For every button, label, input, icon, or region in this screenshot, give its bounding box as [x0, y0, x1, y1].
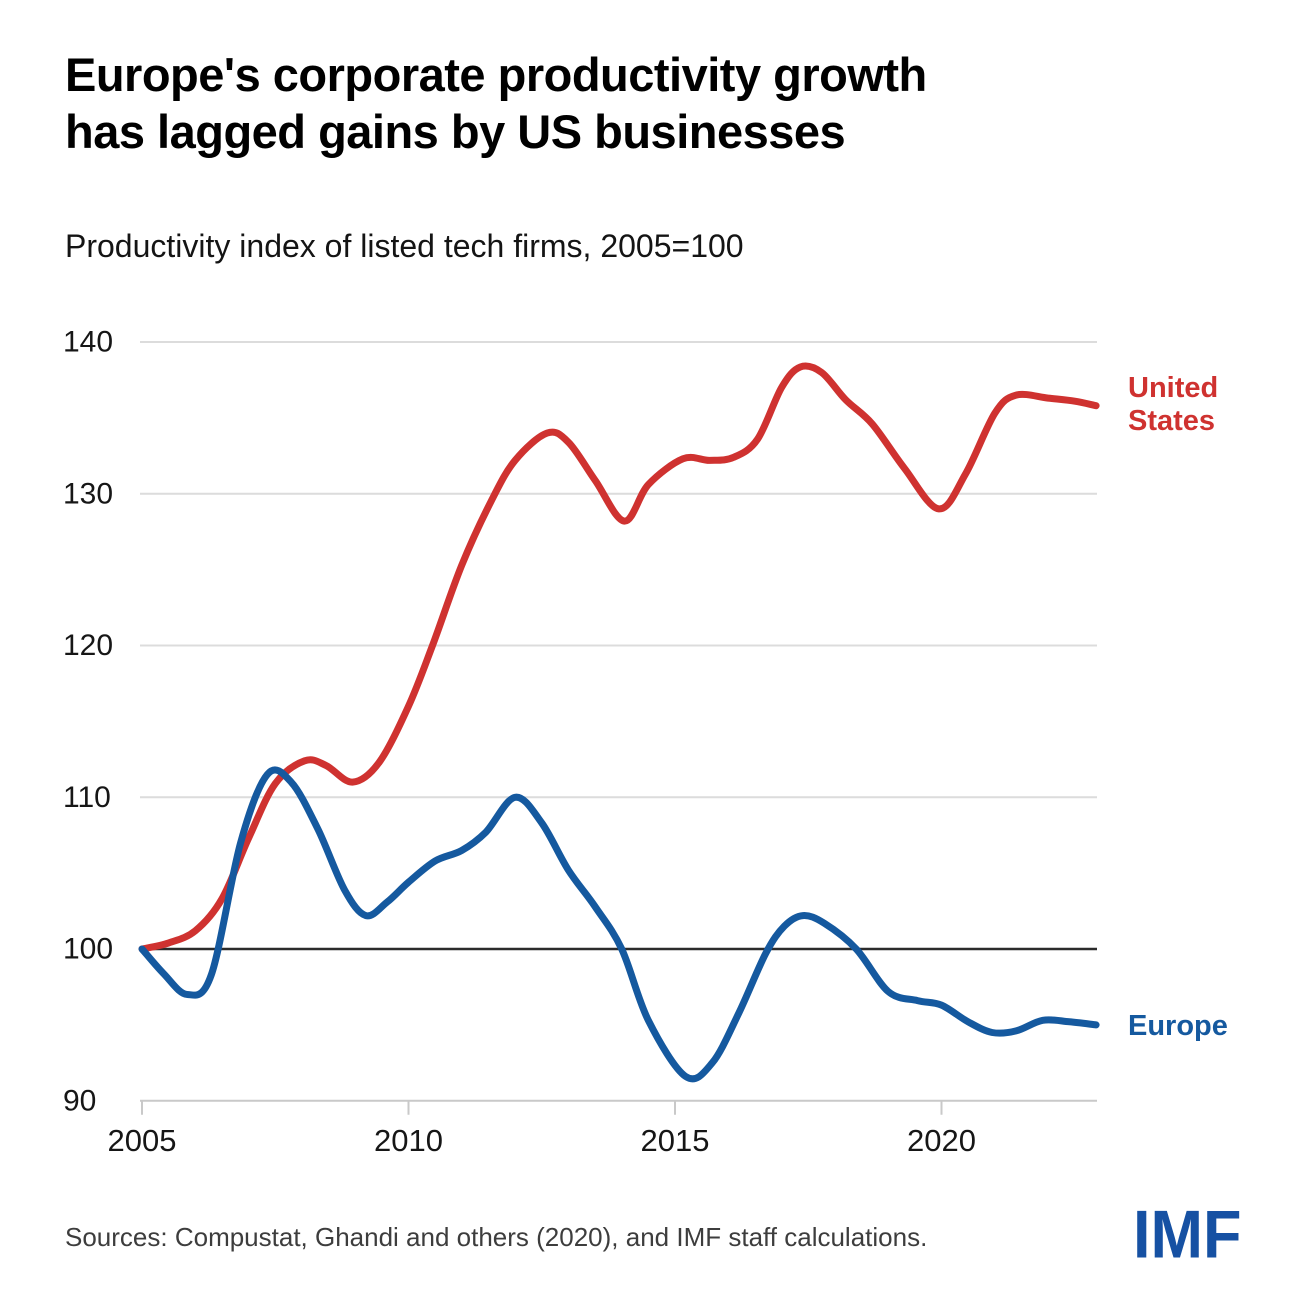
us-series-label-line2: States [1128, 405, 1216, 437]
y-tick-label-130: 130 [63, 477, 113, 510]
us-series-label: United States [1128, 372, 1218, 438]
y-tick-label-90: 90 [63, 1084, 96, 1117]
us-series-label-line1: United [1128, 372, 1219, 404]
x-tick-label-2010: 2010 [374, 1123, 443, 1158]
europe-series-label-line1: Europe [1128, 1010, 1228, 1042]
europe-line [138, 766, 1100, 1083]
y-tick-label-120: 120 [63, 629, 113, 662]
x-tick-label-2020: 2020 [907, 1123, 976, 1158]
us-line [138, 362, 1100, 953]
y-tick-label-110: 110 [63, 781, 111, 814]
x-tick-label-2005: 2005 [108, 1123, 177, 1158]
x-tick-label-2015: 2015 [641, 1123, 710, 1158]
source-note: Sources: Compustat, Ghandi and others (2… [65, 1222, 928, 1252]
y-tick-label-100: 100 [63, 933, 113, 966]
imf-logo: IMF [1133, 1197, 1242, 1273]
chart-title: Europe's corporate productivity growth h… [65, 48, 927, 158]
y-tick-label-140: 140 [63, 326, 113, 359]
chart-subtitle: Productivity index of listed tech firms,… [65, 228, 744, 264]
europe-series-label: Europe [1128, 1010, 1228, 1043]
